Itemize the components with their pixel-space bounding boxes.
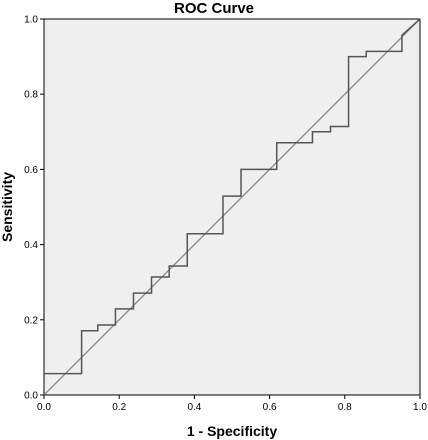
y-axis-ticks: 0.0 0.2 0.4 0.6 0.8 1.0 bbox=[24, 15, 44, 402]
x-tick-label: 0.8 bbox=[338, 402, 352, 413]
y-tick-label: 0.0 bbox=[24, 391, 38, 402]
roc-curve-line bbox=[43, 18, 421, 395]
y-tick-label: 0.8 bbox=[24, 90, 38, 101]
x-tick-label: 0.0 bbox=[37, 402, 51, 413]
x-tick-label: 0.6 bbox=[263, 402, 277, 413]
y-axis-label: Sensitivity bbox=[0, 172, 15, 242]
chart-title: ROC Curve bbox=[174, 0, 254, 17]
y-tick-label: 0.2 bbox=[24, 315, 38, 326]
x-tick-label: 0.4 bbox=[187, 402, 201, 413]
y-tick-label: 0.6 bbox=[24, 165, 38, 176]
y-tick-label: 0.4 bbox=[24, 240, 38, 251]
reference-line-layer bbox=[43, 18, 421, 396]
x-axis-label: 1 - Specificity bbox=[187, 423, 277, 439]
x-axis-ticks: 0.0 0.2 0.4 0.6 0.8 1.0 bbox=[37, 395, 427, 413]
x-tick-label: 0.2 bbox=[112, 402, 126, 413]
roc-curve-layer bbox=[43, 18, 421, 395]
y-tick-label: 1.0 bbox=[24, 15, 38, 26]
reference-diagonal-line bbox=[43, 18, 421, 396]
x-tick-label: 1.0 bbox=[413, 402, 427, 413]
